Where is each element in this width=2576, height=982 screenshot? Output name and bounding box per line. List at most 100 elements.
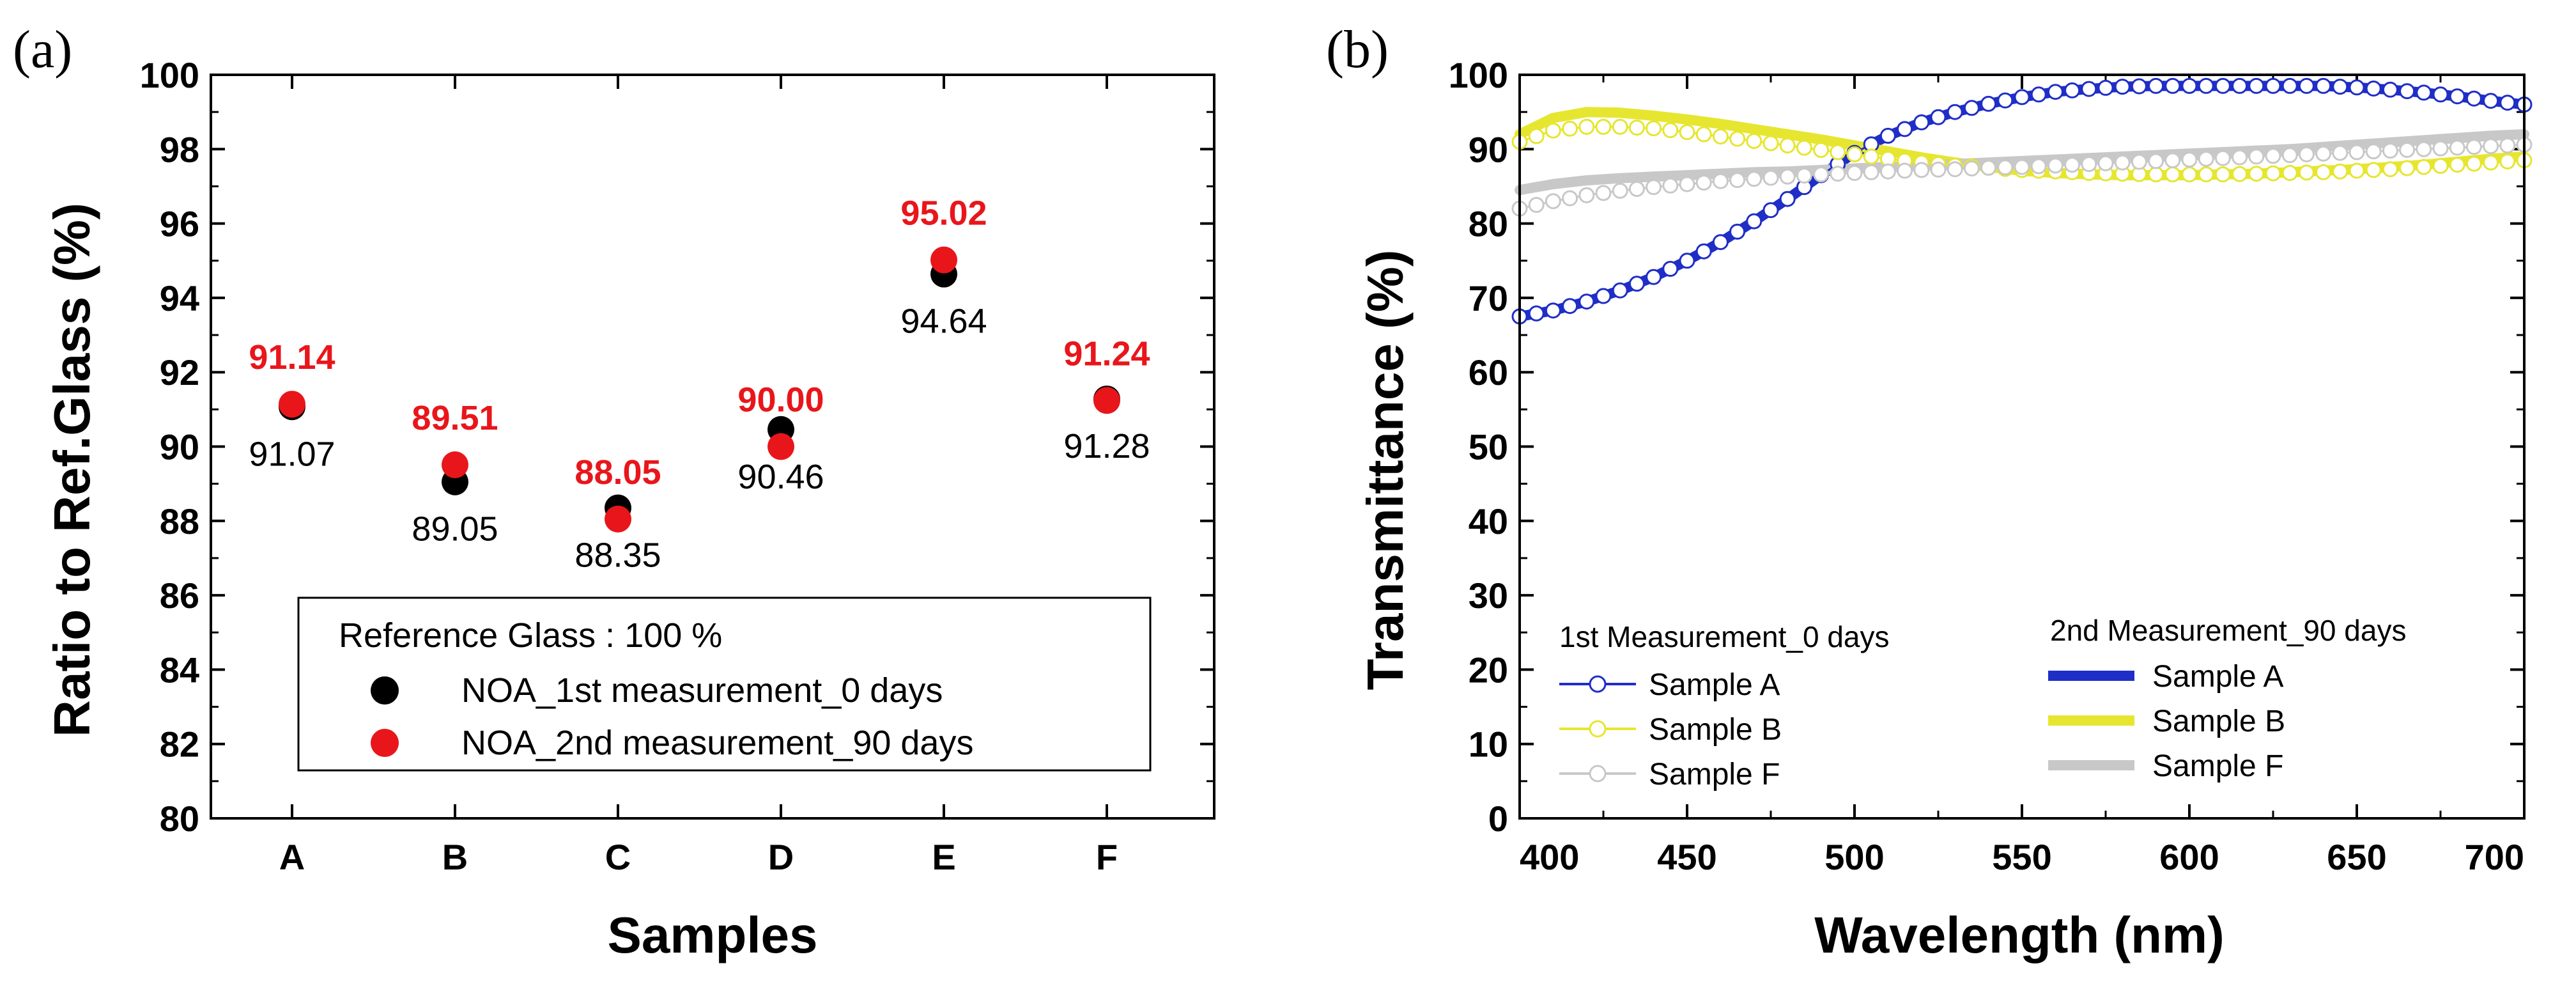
panel-b-point-1st-sample-b [2214,166,2231,183]
panel-b-point-1st-sample-a [2148,77,2164,94]
panel-a-point-2nd [1093,387,1120,414]
panel-b-point-1st-sample-b [1762,135,1779,152]
panel-b-point-1st-sample-b [1863,148,1879,165]
panel-b-point-1st-sample-b [2382,161,2398,178]
panel-a-x-tick-label: A [279,837,305,877]
panel-b-point-1st-sample-a [2064,82,2081,98]
panel-b-point-1st-sample-f [1762,169,1779,186]
panel-b-point-1st-sample-f [2382,143,2398,159]
panel-b-point-1st-sample-f [1796,168,1812,184]
panel-b-y-tick-label: 20 [1469,650,1508,690]
panel-b-point-1st-sample-b [1646,120,1662,137]
panel-b-y-axis-label: Transmittance (%) [1357,249,1414,690]
panel-b-point-1st-sample-f [2465,139,2482,155]
panel-b-point-1st-sample-a [1562,298,1578,315]
panel-b-point-1st-sample-a [2014,89,2030,105]
panel-b-point-1st-sample-a [1662,261,1679,277]
panel-b-legend-entry-1st: Sample A [1649,668,1780,702]
panel-b-point-1st-sample-a [1879,127,1896,144]
panel-a-y-tick-label: 82 [160,724,199,765]
panel-a-x-tick-label: D [768,837,794,877]
panel-b-point-1st-sample-a [1646,269,1662,285]
panel-b-y-tick-label: 50 [1469,427,1508,467]
panel-a-data-label-1st: 89.05 [412,510,498,549]
panel-b-point-1st-sample-f [2232,149,2248,166]
panel-b-point-1st-sample-a [2465,90,2482,107]
panel-a-data-label-1st: 90.46 [737,458,824,496]
panel-a: (a) 80 82 84 86 88 90 92 94 96 98 100 A B C D E F Ratio… [13,20,1215,963]
panel-b-point-1st-sample-f [1662,177,1679,194]
panel-b-point-1st-sample-a [2315,77,2332,94]
panel-b-point-1st-sample-f [2131,153,2147,170]
panel-b-series [1511,77,2533,325]
panel-b-point-1st-sample-f [1863,164,1879,180]
panel-b-point-1st-sample-a [1913,114,1930,130]
panel-b-point-1st-sample-a [2030,86,2047,103]
panel-b-point-1st-sample-a [1612,282,1628,299]
panel-b-y-tick-label: 70 [1469,278,1508,318]
panel-b-point-1st-sample-f [1813,166,1830,183]
panel-b-x-tick-label: 600 [2159,837,2219,877]
panel-b-point-1st-sample-b [1729,130,1746,147]
panel-b-point-1st-sample-b [2365,162,2382,178]
panel-b-point-1st-sample-a [1595,288,1612,304]
panel-b-point-1st-sample-a [2365,81,2382,97]
panel-b-point-1st-sample-f [2416,141,2432,157]
panel-a-legend-box [297,596,1152,772]
panel-b-point-1st-sample-f [2214,150,2231,166]
panel-b-point-1st-sample-a [2348,79,2365,96]
panel-b-point-1st-sample-b [2315,164,2332,180]
panel-a-data-label-2nd: 89.51 [412,399,498,437]
panel-b-point-1st-sample-a [2483,93,2499,109]
panel-a-point-2nd [279,391,305,418]
panel-b-point-1st-sample-f [1779,168,1796,185]
panel-a-data-label-1st: 91.28 [1063,427,1150,465]
panel-b-point-1st-sample-b [2281,165,2298,181]
panel-b-point-1st-sample-a [1628,276,1645,292]
panel-a-legend: Reference Glass : 100 % NOA_1st measurem… [297,596,1152,772]
panel-b-point-1st-sample-a [2298,77,2315,94]
panel-b-point-1st-sample-a [1695,243,1712,260]
panel-b-point-1st-sample-a [1963,100,1980,116]
panel-b-point-1st-sample-a [2399,83,2416,100]
panel-b-point-1st-sample-a [2281,77,2298,94]
panel-b-y-tick-label: 30 [1469,575,1508,616]
panel-b-point-1st-sample-b [1846,146,1863,162]
panel-b-point-1st-sample-f [1545,193,1561,210]
panel-b-point-1st-sample-a [2047,84,2063,100]
panel-b-point-1st-sample-b [2499,153,2516,169]
panel-a-legend-entry-2nd: NOA_2nd measurement_90 days [461,724,973,762]
panel-b-legend-marker-1st [1589,675,1607,693]
panel-a-y-tick-label: 94 [160,278,199,318]
panel-b-legend-group2: Sample A Sample B Sample F [2048,660,2285,783]
panel-b-point-1st-sample-f [1913,162,1930,178]
panel-b-legend-entry-1st: Sample F [1649,758,1780,791]
panel-b-point-1st-sample-b [2248,166,2265,182]
panel-b-point-1st-sample-f [2248,148,2265,165]
panel-a-y-tick-label: 80 [160,799,199,839]
panel-b-point-1st-sample-a [1746,213,1762,230]
panel-b-point-1st-sample-f [1746,171,1762,187]
panel-b-point-1st-sample-b [1628,120,1645,136]
panel-a-y-tick-label: 84 [160,650,199,690]
panel-a-legend-marker-1st [371,676,399,705]
panel-a-data-label-1st: 88.35 [575,536,661,574]
panel-b-point-1st-sample-f [2030,158,2047,175]
panel-b-legend-group1-title: 1st Measurement_0 days [1559,620,1890,653]
panel-b-point-1st-sample-a [2416,84,2432,101]
panel-a-y-axis-label: Ratio to Ref.Glass (%) [43,203,100,737]
panel-b-point-1st-sample-a [2164,77,2181,94]
panel-b-point-1st-sample-a [2198,77,2214,94]
panel-b-point-1st-sample-f [2064,157,2081,173]
panel-a-point-2nd [767,433,794,460]
panel-a-point-2nd [930,246,957,274]
panel-a-x-axis-label: Samples [607,907,817,963]
panel-b-legend-entry-1st: Sample B [1649,713,1782,747]
panel-b-point-1st-sample-f [2198,150,2214,167]
panel-b-point-1st-sample-a [2432,86,2449,103]
panel-b-point-1st-sample-f [1628,181,1645,197]
panel-b-point-1st-sample-b [1796,139,1812,156]
panel-a-y-tick-label: 92 [160,352,199,393]
panel-b-point-1st-sample-b [2465,155,2482,172]
